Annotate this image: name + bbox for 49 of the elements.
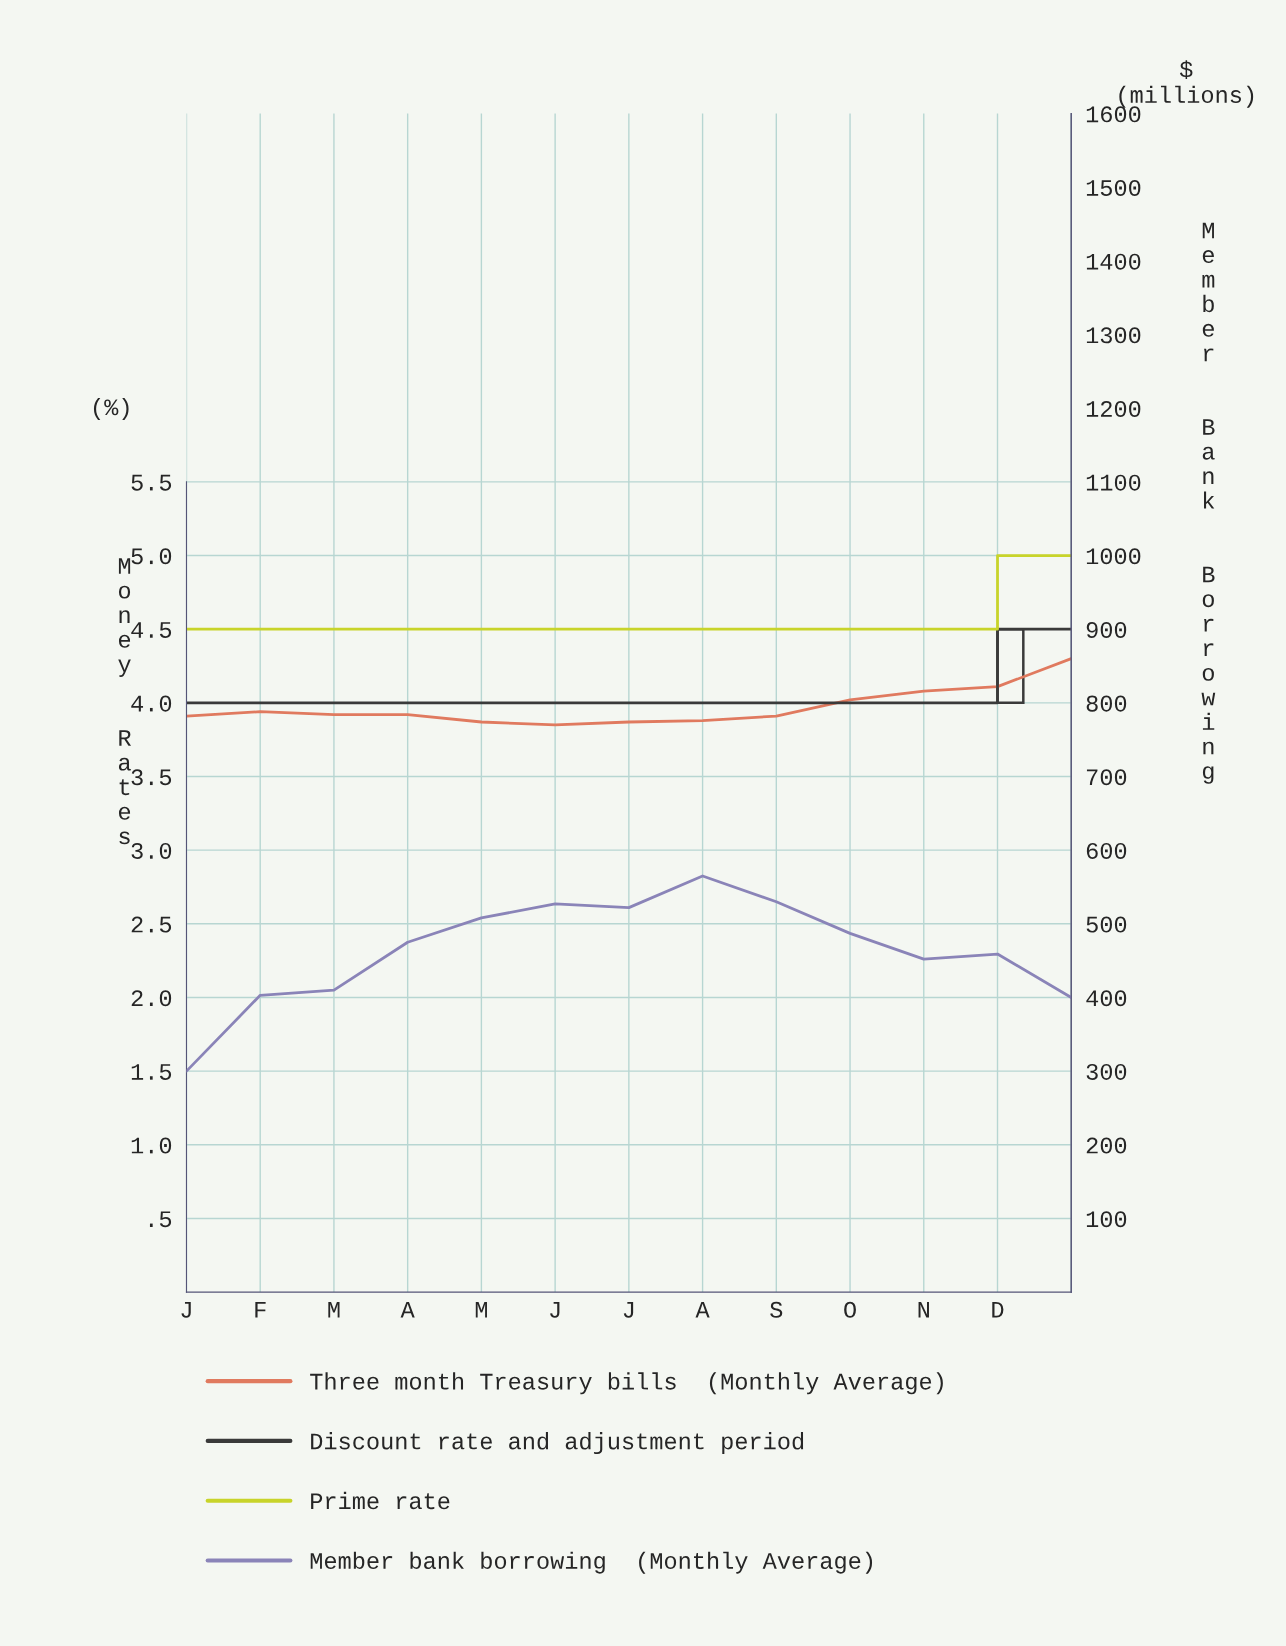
x-tick-label: A [400,1302,415,1318]
y2-tick-label: 200 [1086,1137,1127,1154]
y-tick-label: 4.5 [131,622,172,638]
y2-tick-label: 1600 [1086,106,1141,123]
y-tick-label: 5.0 [131,548,172,565]
x-tick-label: S [770,1301,783,1318]
legend-label: Member bank borrowing (Monthly Average) [310,1551,873,1574]
x-tick-label: M [475,1302,487,1318]
y-tick-label: 3.0 [131,842,172,859]
y-tick-label: 4.0 [131,695,172,712]
y2-tick-label: 1500 [1086,179,1141,197]
y2-tick-label: 1100 [1086,474,1141,491]
y2-tick-label: 1400 [1086,253,1141,270]
y-tick-label: 1.0 [131,1137,172,1154]
text: Member Bank Borrowing [1201,222,1216,784]
text: $ (millions) [1119,60,1254,108]
text: Money Rates [118,558,132,845]
x-tick-label: D [992,1302,1004,1318]
x-tick-label: F [255,1302,266,1318]
y2-tick-label: 100 [1086,1211,1127,1228]
line-series [186,657,1072,727]
legend-label: Three month Treasury bills (Monthly Average) [310,1372,943,1395]
y2-tick-label: 1000 [1086,548,1141,565]
y2-tick-label: 400 [1086,990,1127,1007]
legend-label: Discount rate and adjustment period [311,1432,804,1455]
y-tick-label: 3.5 [131,769,172,786]
x-tick-label: J [550,1302,560,1318]
x-tick-label: O [844,1301,856,1318]
y-tick-label: 2.0 [131,990,172,1007]
y-tick-label: 1.5 [131,1064,172,1080]
line-series [186,874,1072,1073]
y2-tick-label: 600 [1086,842,1127,859]
y-tick-label: 5.5 [131,474,172,491]
legend-label: Prime rate [311,1491,450,1510]
y2-tick-label: 1200 [1086,400,1141,417]
y-tick-label: 2.5 [131,916,172,933]
x-tick-label: J [623,1302,634,1318]
x-tick-label: N [918,1302,929,1318]
y-tick-label: .5 [149,1211,172,1228]
x-tick-label: M [328,1302,340,1318]
x-tick-label: J [181,1302,191,1318]
y2-tick-label: 500 [1086,916,1127,933]
text: (%) [93,397,129,420]
x-tick-label: A [695,1302,710,1318]
y2-tick-label: 900 [1086,621,1127,638]
y2-tick-label: 1300 [1086,327,1141,344]
y2-tick-label: 800 [1086,695,1127,712]
y2-tick-label: 700 [1086,769,1127,786]
y2-tick-label: 300 [1086,1063,1127,1080]
